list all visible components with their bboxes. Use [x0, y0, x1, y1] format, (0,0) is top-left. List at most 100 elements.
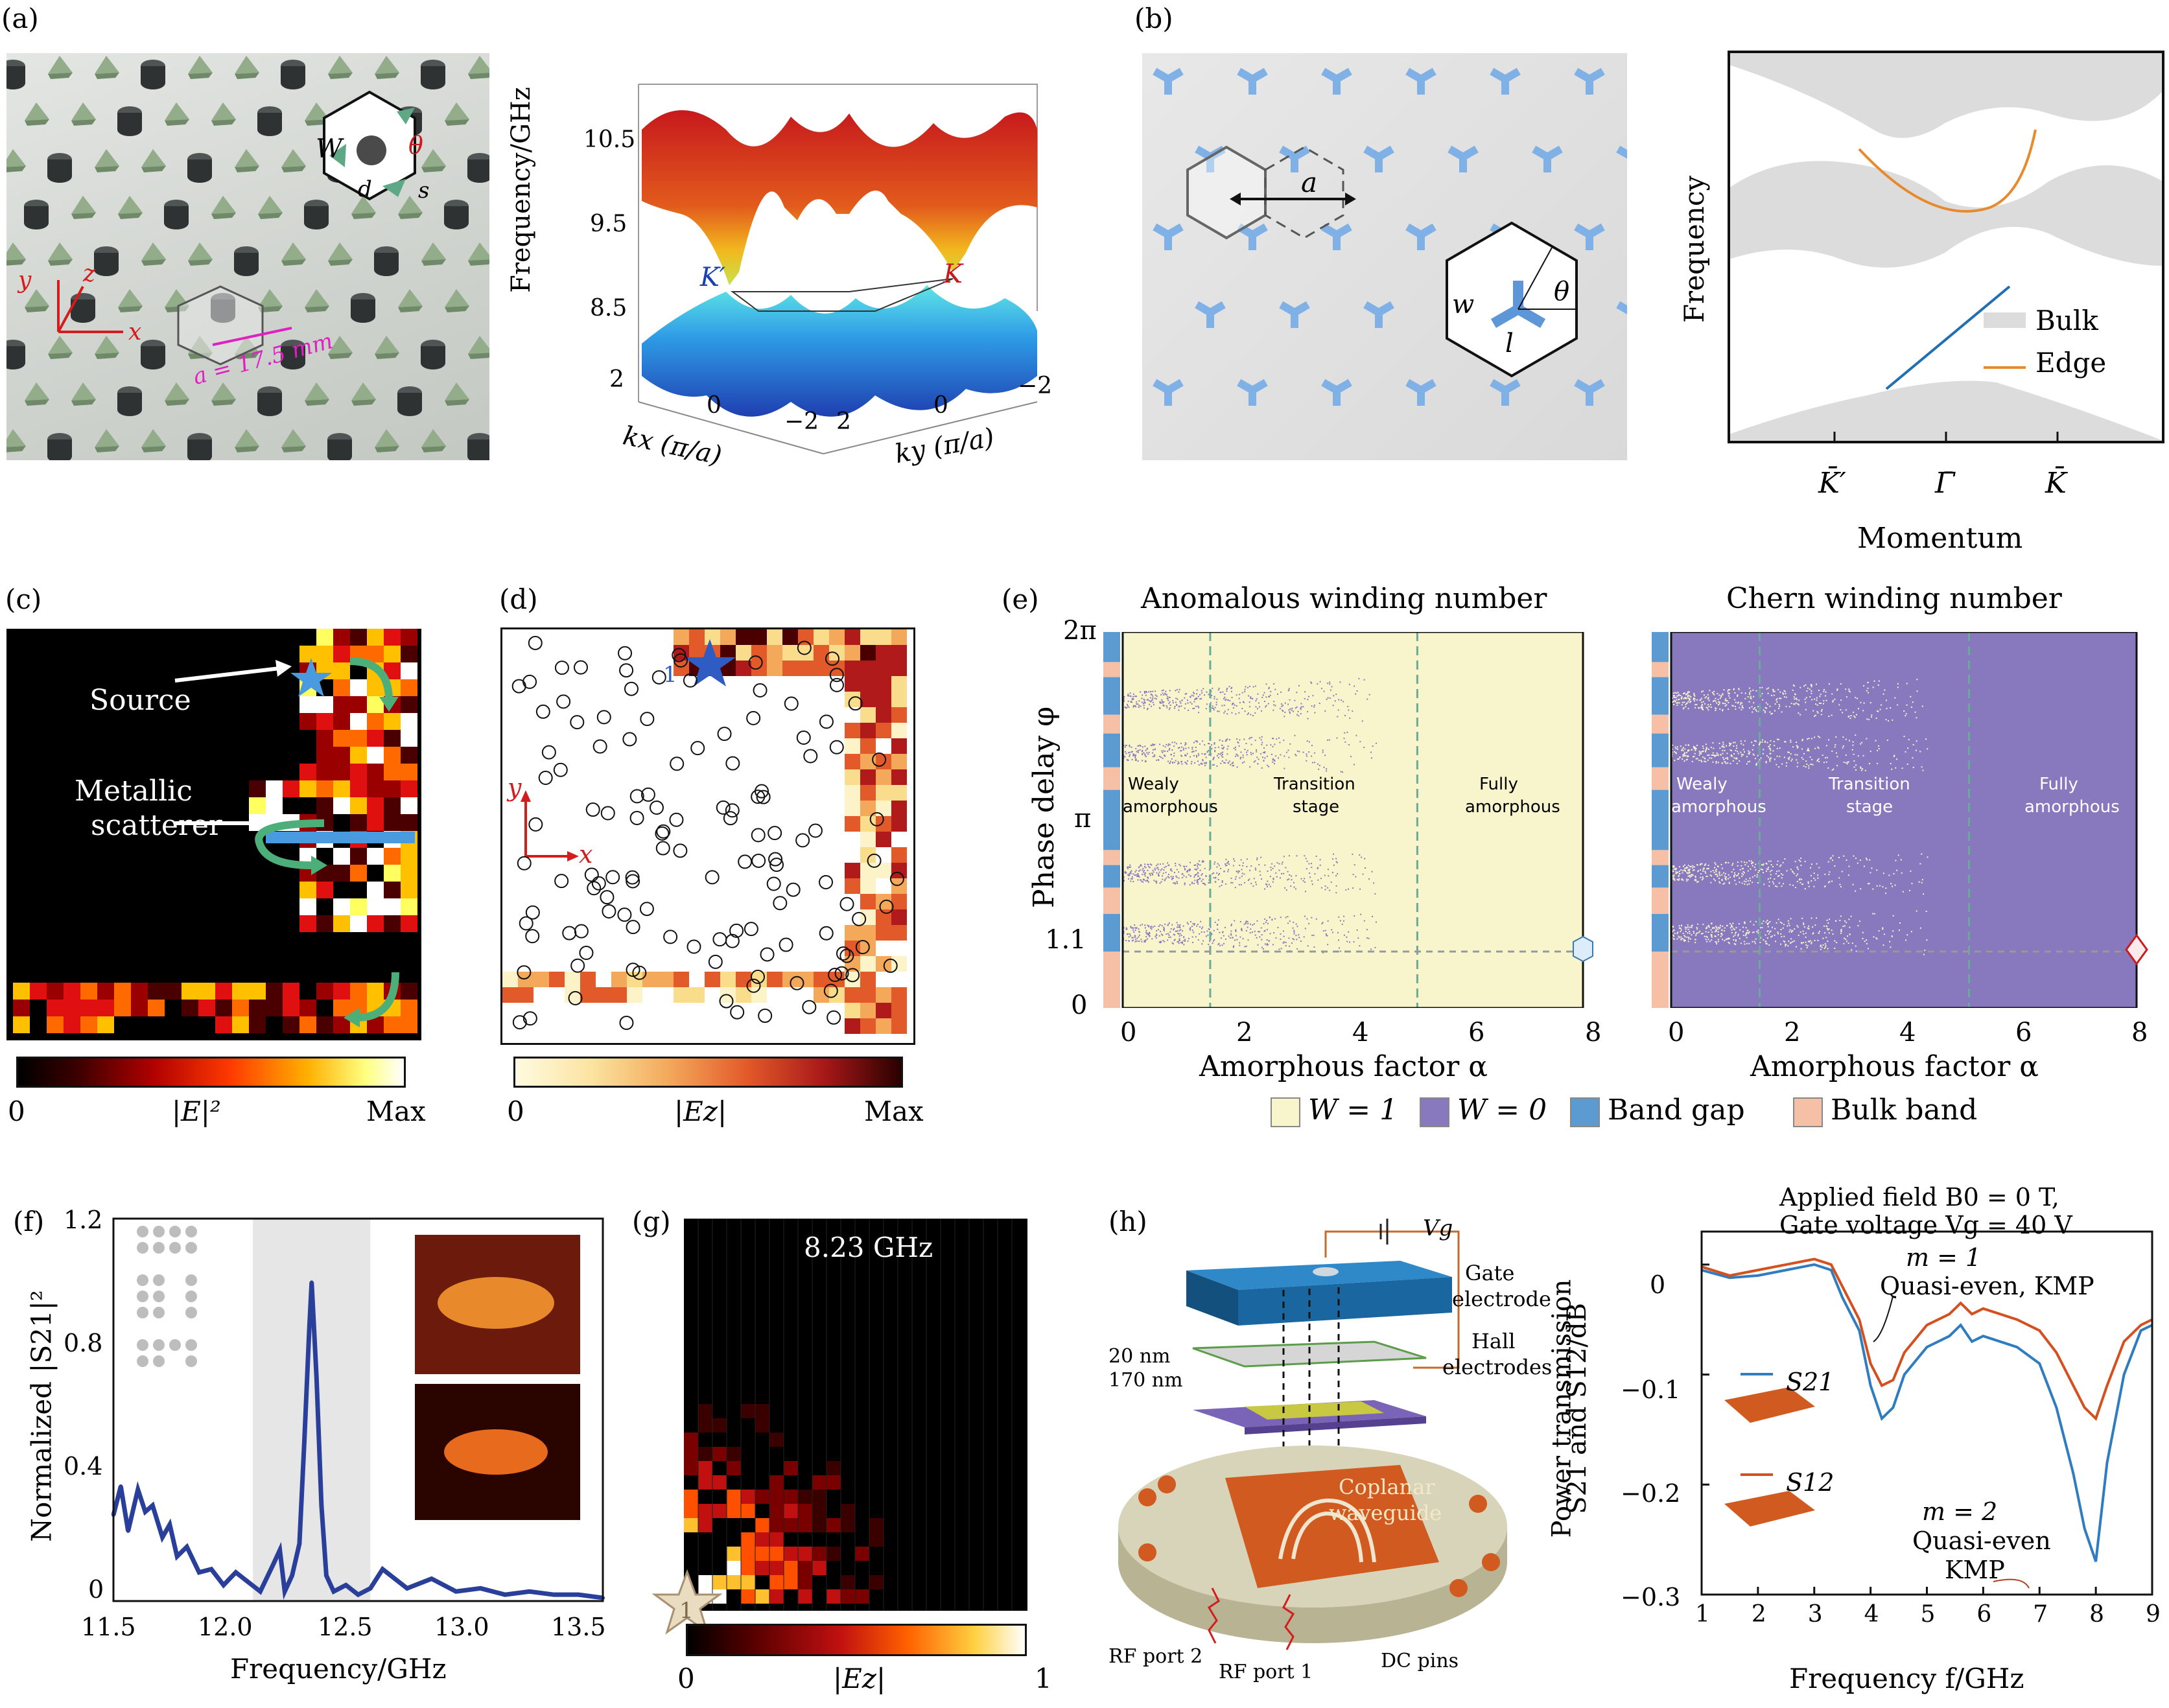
data-point: [381, 1567, 385, 1571]
winding-dot: [1862, 768, 1864, 770]
winding-dot: [1261, 939, 1263, 941]
band-diagram-b: Frequency Bulk Edge K̄′ Γ̄ K̄ Momentum: [1659, 45, 2165, 564]
winding-dot: [1777, 931, 1779, 933]
field-map-c: Source Metallic scatterer: [6, 629, 421, 1040]
winding-dot: [1862, 931, 1864, 933]
winding-dot: [1678, 702, 1680, 704]
winding-dot: [1794, 754, 1796, 756]
winding-dot: [1759, 741, 1761, 743]
winding-dot: [1683, 935, 1685, 937]
winding-dot: [1155, 880, 1156, 882]
winding-dot: [1246, 858, 1248, 860]
winding-dot: [1736, 758, 1738, 760]
winding-dot: [1315, 918, 1317, 920]
winding-dot: [1725, 757, 1727, 759]
winding-dot: [1889, 941, 1891, 942]
winding-dot: [1723, 758, 1725, 760]
winding-dot: [1735, 758, 1737, 760]
winding-dot: [1842, 712, 1844, 714]
winding-dot: [1138, 936, 1140, 938]
winding-dot: [1223, 762, 1225, 764]
winding-dot: [1719, 926, 1721, 928]
scatterer-circle: [655, 826, 670, 841]
winding-dot: [1739, 869, 1741, 871]
winding-dot: [1245, 922, 1247, 924]
triangle-scatterer: [235, 56, 259, 79]
winding-dot: [1249, 685, 1250, 687]
y-shaped-scatterer: [1616, 301, 1627, 328]
winding-dot: [1872, 686, 1874, 688]
winding-dot: [1300, 707, 1302, 709]
winding-dot: [1855, 858, 1857, 860]
winding-dot: [1165, 865, 1167, 867]
winding-dot: [1204, 762, 1206, 764]
winding-dot: [1748, 883, 1750, 885]
winding-dot: [1728, 695, 1729, 697]
heatmap-cell: [350, 915, 367, 932]
winding-dot: [1359, 741, 1361, 743]
winding-dot: [1137, 703, 1139, 705]
winding-dot: [1162, 863, 1164, 865]
winding-dot: [1814, 736, 1816, 738]
winding-dot: [1769, 744, 1771, 746]
winding-dot: [1339, 920, 1341, 922]
winding-dot: [1674, 697, 1676, 699]
winding-dot: [1213, 930, 1215, 931]
winding-dot: [1714, 935, 1716, 937]
winding-dot: [1875, 740, 1877, 742]
heatmap-cell: [114, 983, 131, 1000]
winding-dot: [1927, 748, 1929, 750]
winding-dot: [1156, 867, 1158, 869]
data-point: [246, 1580, 250, 1584]
phase-ytick: 1.1: [1045, 925, 1086, 955]
pillar: [71, 293, 95, 323]
winding-dot: [1134, 874, 1136, 876]
cb-d-min: 0: [507, 1095, 524, 1127]
triangle-scatterer: [375, 336, 399, 359]
source-label: Source: [89, 684, 191, 717]
winding-dot: [1137, 745, 1139, 747]
winding-dot: [1197, 880, 1199, 882]
winding-dot: [1709, 690, 1711, 692]
winding-dot: [1811, 699, 1813, 701]
data-point: [356, 1593, 360, 1597]
chart-h-ylabel: S21 and S12/dB: [1562, 1303, 1592, 1514]
winding-dot: [1680, 931, 1682, 933]
winding-dot: [1697, 871, 1699, 872]
winding-dot: [1738, 688, 1740, 690]
winding-dot: [1752, 749, 1753, 751]
winding-dot: [1214, 747, 1216, 749]
winding-dot: [1811, 690, 1812, 692]
winding-dot: [1729, 689, 1731, 691]
winding-dot: [1759, 742, 1761, 743]
winding-dot: [1123, 880, 1125, 882]
pillar: [467, 153, 489, 183]
winding-dot: [1163, 705, 1165, 707]
winding-dot: [1796, 866, 1798, 868]
winding-dot: [1776, 922, 1777, 924]
winding-dot: [1706, 696, 1707, 698]
winding-dot: [1234, 920, 1236, 922]
winding-dot: [1769, 711, 1771, 713]
winding-dot: [1275, 872, 1277, 874]
heatmap-cell: [333, 780, 350, 797]
winding-dot: [1197, 875, 1199, 877]
winding-dot: [1178, 942, 1180, 944]
heatmap-cell: [891, 909, 907, 925]
heatmap-cell: [798, 661, 814, 676]
winding-dot: [1791, 758, 1793, 760]
y-shaped-scatterer: [1363, 301, 1394, 328]
heatmap-cell: [860, 785, 876, 801]
winding-dot: [1879, 885, 1881, 887]
winding-dot: [1705, 931, 1707, 933]
winding-dot: [1227, 708, 1229, 710]
winding-dot: [1702, 701, 1704, 703]
winding-dot: [1276, 693, 1278, 695]
winding-dot: [1151, 873, 1153, 875]
winding-dot: [1142, 703, 1144, 705]
winding-dot: [1132, 693, 1134, 695]
winding-dot: [1288, 855, 1290, 857]
heatmap-cell: [401, 730, 417, 747]
winding-dot: [1257, 931, 1259, 933]
winding-dot: [1801, 756, 1803, 758]
